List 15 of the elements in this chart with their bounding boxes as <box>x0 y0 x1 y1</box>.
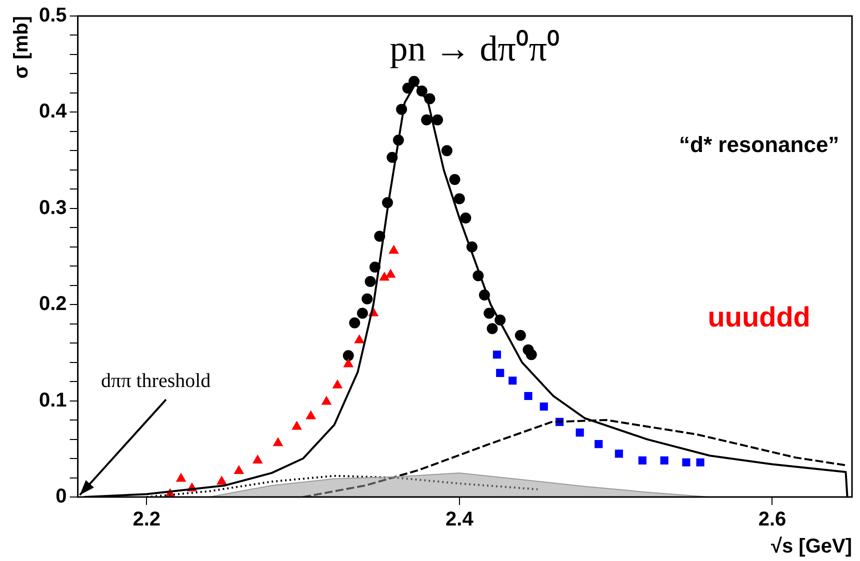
annotation: uuuddd <box>708 302 810 333</box>
annotation: dππ threshold <box>101 370 211 392</box>
y-tick-label: 0 <box>56 486 67 508</box>
x-tick-label: 2.4 <box>446 508 474 531</box>
x-axis-title: √s [GeV] <box>771 536 852 558</box>
x-tick-label: 2.6 <box>758 508 786 531</box>
y-tick-label: 0.4 <box>38 100 68 123</box>
y-tick-label: 0.1 <box>38 389 67 412</box>
y-tick-label: 0.3 <box>38 196 67 219</box>
y-tick-label: 0.2 <box>38 293 67 316</box>
x-tick-label: 2.2 <box>132 508 161 531</box>
annotation: “d* resonance” <box>679 132 840 157</box>
chart-title: pn → dπ⁰π⁰ <box>390 28 560 68</box>
y-axis-title: σ [mb] <box>10 16 33 79</box>
y-tick-label: 0.5 <box>38 4 67 27</box>
